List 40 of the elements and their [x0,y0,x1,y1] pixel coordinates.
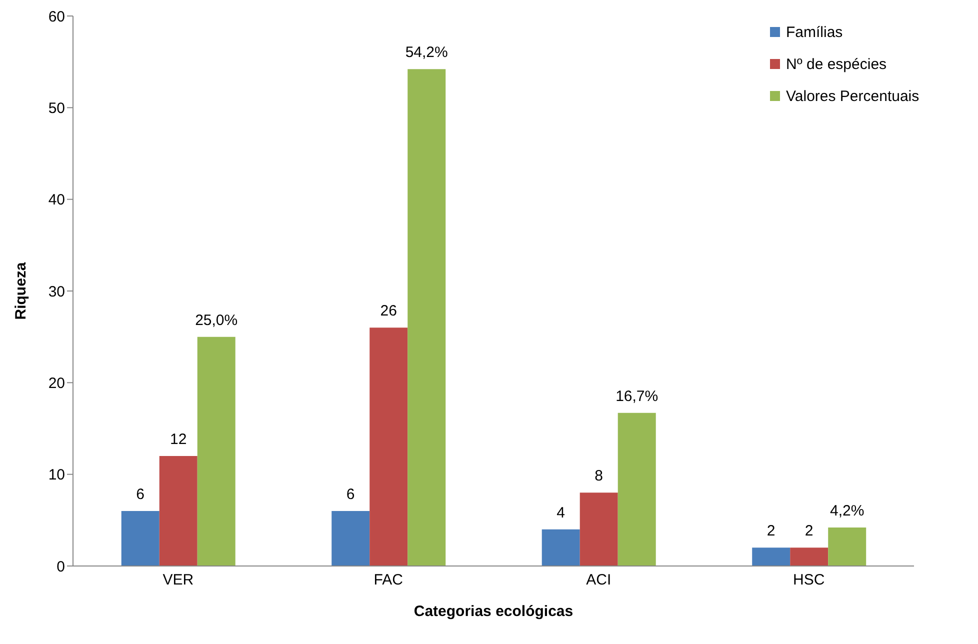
bar [408,69,446,566]
legend-label: Nº de espécies [786,56,887,72]
x-axis-title: Categorias ecológicas [414,603,574,620]
data-label: 12 [170,431,187,448]
y-tick-label: 0 [56,558,65,576]
bar [197,336,236,566]
bar [332,511,370,566]
bar [618,412,656,566]
bar [159,456,198,566]
bar [752,548,790,566]
data-label: 2 [766,522,776,540]
bar [542,529,580,566]
bar [580,492,618,566]
bar [121,511,160,566]
data-label: 25,0% [195,312,238,329]
y-tick-label: 60 [48,8,65,26]
data-label: 2 [804,522,814,540]
x-tick-label: HSC [793,572,825,589]
data-label: 16,7% [616,388,658,405]
data-label: 8 [594,468,604,485]
data-label: 4,2% [830,502,864,520]
y-tick-label: 40 [48,192,65,209]
bar [790,548,828,566]
data-label: 4 [556,504,566,522]
data-label: 54,2% [405,44,448,62]
data-label: 26 [380,302,397,320]
data-label: 6 [346,486,355,503]
data-label: 6 [136,486,145,503]
x-tick-label: FAC [374,572,404,589]
x-tick-label: VER [162,572,194,589]
y-tick-label: 50 [48,100,65,117]
y-tick-label: 20 [48,374,65,392]
x-tick-label: ACI [586,572,612,589]
y-tick-label: 30 [48,283,65,300]
legend-label: Valores Percentuais [786,88,920,104]
bar [828,528,866,566]
y-tick-label: 10 [48,466,65,484]
bar [370,328,408,566]
y-axis-title: Riqueza [12,262,30,320]
legend-label: Famílias [786,24,843,40]
